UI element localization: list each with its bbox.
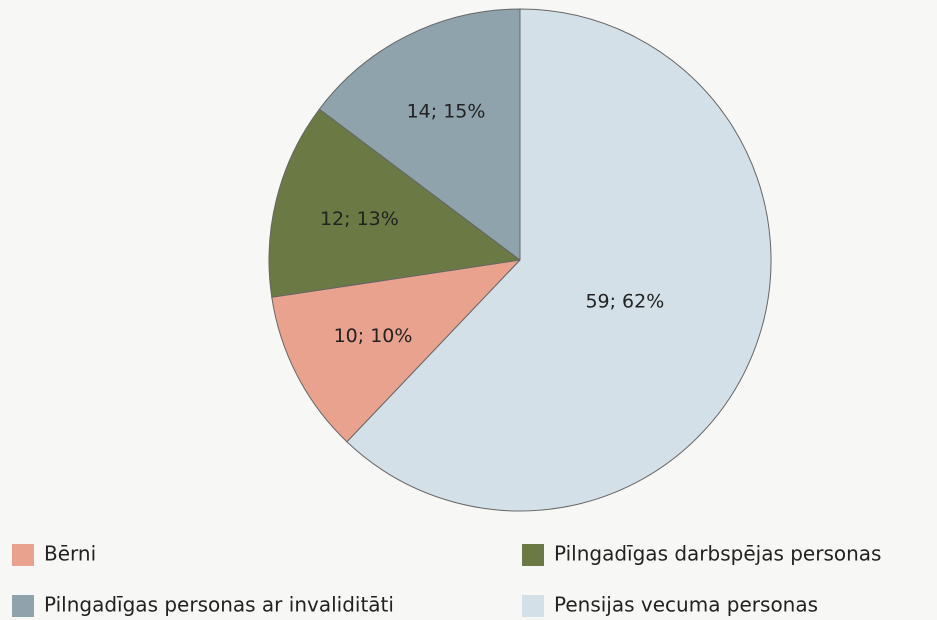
legend-swatch xyxy=(12,595,34,617)
pie-slice xyxy=(346,8,772,512)
pie-slice xyxy=(318,8,521,262)
data-label: 14; 15% xyxy=(407,100,486,122)
legend-label: Pilngadīgas darbspējas personas xyxy=(554,542,881,566)
legend-swatch xyxy=(12,544,34,566)
legend-label: Pensijas vecuma personas xyxy=(554,593,818,617)
data-label: 59; 62% xyxy=(585,290,664,312)
data-label: 12; 13% xyxy=(320,208,399,230)
pie-slice xyxy=(271,259,522,443)
pie-slice xyxy=(268,108,522,298)
legend-label: Pilngadīgas personas ar invaliditāti xyxy=(44,593,394,617)
legend-swatch xyxy=(522,595,544,617)
legend-swatch xyxy=(522,544,544,566)
data-label: 10; 10% xyxy=(334,325,413,347)
legend-label: Bērni xyxy=(44,542,96,566)
